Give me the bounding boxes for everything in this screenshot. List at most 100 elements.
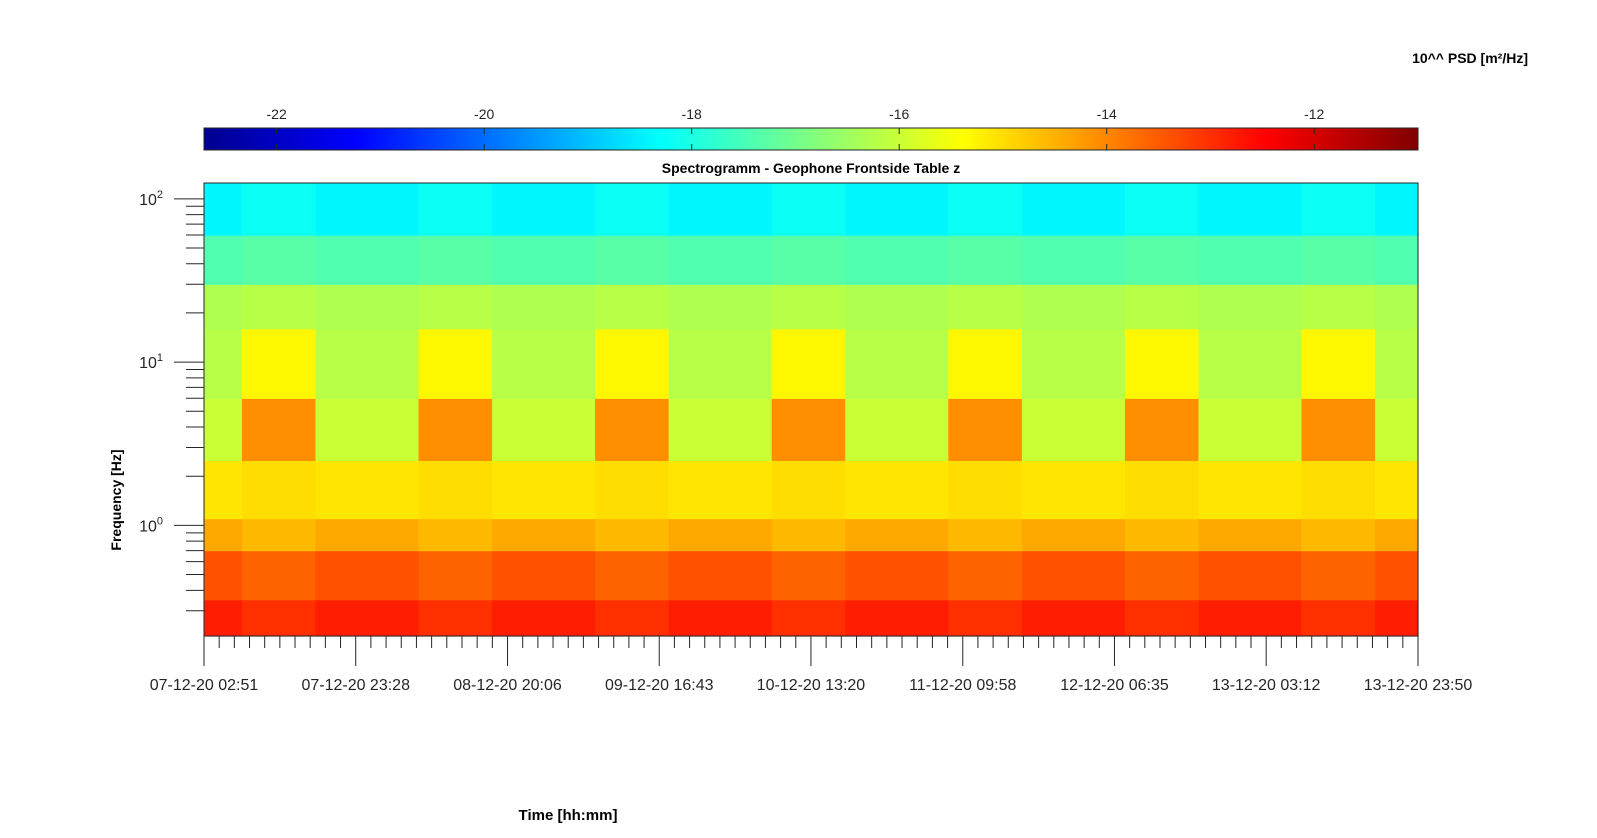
spectrogram-cell-6-4: [668, 398, 773, 461]
spectrogram-cell-2-0: [315, 599, 420, 637]
spectrogram-cell-9-3: [948, 460, 1023, 520]
spectrogram-cell-11-8: [1124, 183, 1200, 236]
spectrogram-cell-1-8: [241, 183, 317, 236]
spectrogram-cell-0-8: [204, 183, 243, 236]
spectrogram-cell-8-2: [845, 518, 949, 552]
spectrogram-cell-4-8: [492, 183, 596, 236]
spectrogram-cell-10-2: [1021, 518, 1126, 552]
spectrogram-cell-12-3: [1198, 460, 1303, 520]
spectrogram-cell-6-7: [668, 235, 773, 285]
spectrogram-cell-6-6: [668, 284, 773, 330]
colorbar-tick-label: -14: [1097, 106, 1117, 122]
spectrogram-cell-5-7: [595, 235, 670, 285]
spectrogram-cell-6-8: [668, 183, 773, 236]
colorbar: -22 -20 -18 -16 -14 -12: [203, 106, 1419, 151]
x-axis: 07-12-20 02:51 07-12-20 23:28 08-12-20 20:…: [150, 636, 1472, 694]
spectrogram-cell-10-8: [1021, 183, 1126, 236]
x-axis-label: Time [hh:mm]: [519, 807, 618, 824]
spectrogram-cell-0-2: [204, 518, 243, 552]
spectrogram-cell-0-7: [204, 235, 243, 285]
spectrogram-cell-4-1: [492, 550, 596, 601]
spectrogram-cell-9-2: [948, 518, 1023, 552]
spectrogram-cell-13-7: [1301, 235, 1376, 285]
spectrogram-cell-2-7: [315, 235, 420, 285]
spectrogram-cell-9-1: [948, 550, 1023, 601]
spectrogram-cell-7-8: [771, 183, 846, 236]
spectrogram-cell-7-6: [771, 284, 846, 330]
spectrogram-cell-8-1: [845, 550, 949, 601]
spectrogram-cell-13-1: [1301, 550, 1376, 601]
spectrogram-cell-0-1: [204, 550, 243, 601]
x-tick-label: 08-12-20 20:06: [453, 677, 562, 694]
spectrogram-cell-8-7: [845, 235, 949, 285]
spectrogram-cell-9-4: [948, 398, 1023, 461]
spectrogram-cell-8-3: [845, 460, 949, 520]
spectrogram-cell-6-1: [668, 550, 773, 601]
spectrogram-cell-8-6: [845, 284, 949, 330]
spectrogram-cell-14-4: [1375, 398, 1419, 461]
spectrogram-plot-area: [204, 183, 1419, 637]
spectrogram-cell-14-7: [1375, 235, 1419, 285]
spectrogram-cell-6-0: [668, 599, 773, 637]
colorbar-tick-label: -18: [682, 106, 702, 122]
spectrogram-cell-1-0: [241, 599, 317, 637]
spectrogram-cell-9-0: [948, 599, 1023, 637]
spectrogram-cell-4-3: [492, 460, 596, 520]
spectrogram-cell-1-5: [241, 328, 317, 399]
colorbar-ticks: -22 -20 -18 -16 -14 -12: [267, 106, 1325, 150]
spectrogram-cell-2-5: [315, 328, 420, 399]
spectrogram-cell-10-1: [1021, 550, 1126, 601]
x-tick-label: 12-12-20 06:35: [1060, 677, 1169, 694]
spectrogram-cell-9-6: [948, 284, 1023, 330]
spectrogram-cell-8-4: [845, 398, 949, 461]
spectrogram-cell-11-5: [1124, 328, 1200, 399]
spectrogram-cell-7-7: [771, 235, 846, 285]
spectrogram-cell-13-8: [1301, 183, 1376, 236]
spectrogram-cell-12-2: [1198, 518, 1303, 552]
spectrogram-cell-2-2: [315, 518, 420, 552]
spectrogram-cell-8-8: [845, 183, 949, 236]
spectrogram-cell-12-1: [1198, 550, 1303, 601]
spectrogram-cell-13-3: [1301, 460, 1376, 520]
spectrogram-cell-0-5: [204, 328, 243, 399]
spectrogram-cell-2-6: [315, 284, 420, 330]
spectrogram-cell-8-0: [845, 599, 949, 637]
spectrogram-cell-6-5: [668, 328, 773, 399]
spectrogram-cell-3-5: [418, 328, 493, 399]
spectrogram-cell-5-1: [595, 550, 670, 601]
spectrogram-cell-7-1: [771, 550, 846, 601]
y-axis-label: Frequency [Hz]: [108, 449, 124, 550]
spectrogram-cell-1-7: [241, 235, 317, 285]
spectrogram-cell-9-5: [948, 328, 1023, 399]
spectrogram-cell-3-4: [418, 398, 493, 461]
spectrogram-cell-0-0: [204, 599, 243, 637]
spectrogram-cell-13-4: [1301, 398, 1376, 461]
spectrogram-cell-5-0: [595, 599, 670, 637]
spectrogram-cell-9-7: [948, 235, 1023, 285]
spectrogram-cell-7-4: [771, 398, 846, 461]
colorbar-tick-label: -12: [1304, 106, 1324, 122]
spectrogram-cell-3-8: [418, 183, 493, 236]
colorbar-label: 10^^ PSD [m²/Hz]: [1412, 50, 1528, 66]
spectrogram-cell-7-2: [771, 518, 846, 552]
spectrogram-cell-5-8: [595, 183, 670, 236]
spectrogram-cell-2-1: [315, 550, 420, 601]
spectrogram-cell-3-6: [418, 284, 493, 330]
spectrogram-cell-4-4: [492, 398, 596, 461]
spectrogram-cell-14-3: [1375, 460, 1419, 520]
y-tick-label: 100: [139, 515, 163, 535]
spectrogram-cell-2-4: [315, 398, 420, 461]
spectrogram-cell-3-0: [418, 599, 493, 637]
chart-title: Spectrogramm - Geophone Frontside Table …: [662, 160, 960, 176]
colorbar-gradient: [203, 127, 1419, 151]
spectrogram-cell-4-6: [492, 284, 596, 330]
spectrogram-cell-12-5: [1198, 328, 1303, 399]
spectrogram-cell-14-1: [1375, 550, 1419, 601]
colorbar-tick-label: -16: [889, 106, 909, 122]
spectrogram-cell-5-5: [595, 328, 670, 399]
x-tick-label: 09-12-20 16:43: [605, 677, 714, 694]
x-tick-label: 11-12-20 09:58: [909, 677, 1016, 694]
spectrogram-cell-2-3: [315, 460, 420, 520]
spectrogram-cell-3-3: [418, 460, 493, 520]
spectrogram-cell-12-8: [1198, 183, 1303, 236]
